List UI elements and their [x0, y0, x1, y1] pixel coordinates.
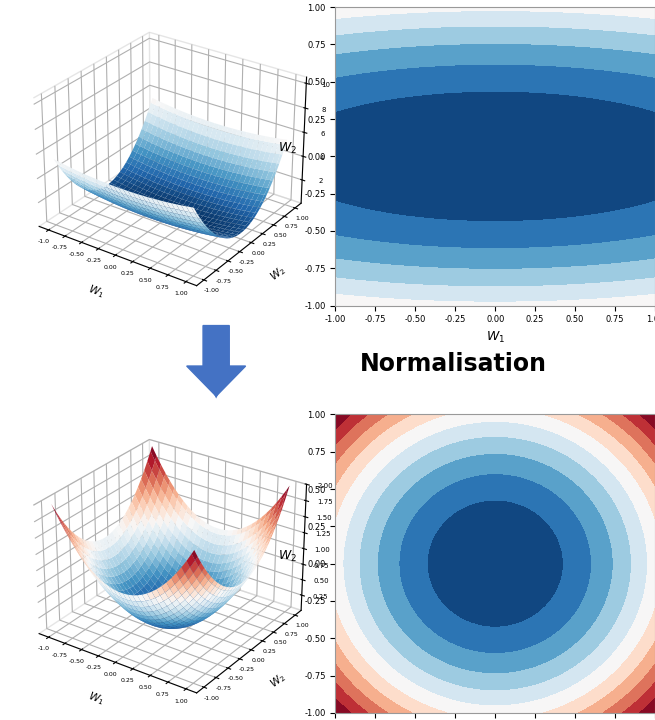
Y-axis label: $W_2$: $W_2$ [268, 264, 289, 284]
Y-axis label: $W_2$: $W_2$ [268, 670, 289, 691]
X-axis label: $W_1$: $W_1$ [486, 330, 505, 345]
Text: Normalisation: Normalisation [360, 352, 547, 377]
FancyArrow shape [187, 325, 246, 396]
Y-axis label: $W_2$: $W_2$ [278, 141, 297, 156]
X-axis label: $W_1$: $W_1$ [86, 282, 106, 300]
X-axis label: $W_1$: $W_1$ [86, 689, 106, 708]
Y-axis label: $W_2$: $W_2$ [278, 549, 297, 564]
